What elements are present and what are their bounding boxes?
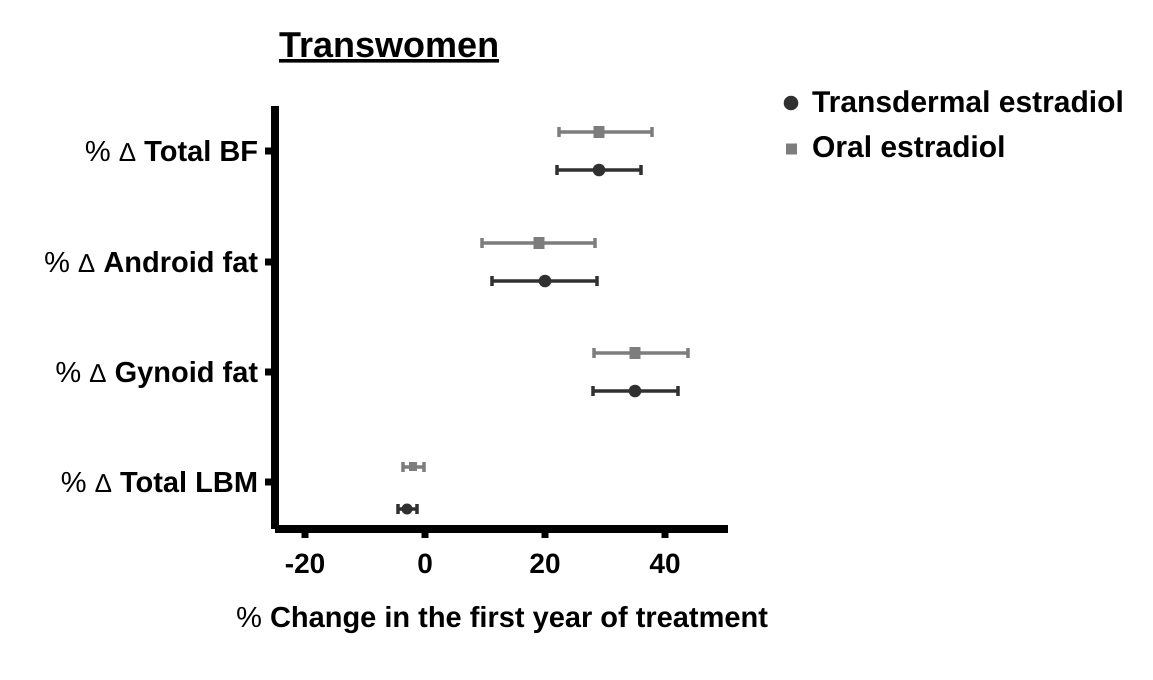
svg-text:% Δ Total BF: % Δ Total BF: [85, 136, 258, 168]
svg-text:Transwomen: Transwomen: [279, 24, 499, 65]
svg-text:% Change in the first year of: % Change in the first year of treatment: [236, 602, 768, 634]
svg-text:Oral estradiol: Oral estradiol: [812, 131, 1005, 164]
svg-text:Transdermal estradiol: Transdermal estradiol: [812, 86, 1124, 119]
svg-text:0: 0: [417, 548, 433, 579]
svg-text:-20: -20: [285, 548, 325, 579]
svg-text:% Δ Android fat: % Δ Android fat: [44, 247, 258, 279]
svg-text:40: 40: [649, 548, 680, 579]
svg-text:20: 20: [529, 548, 560, 579]
svg-text:% Δ Total LBM: % Δ Total LBM: [61, 467, 258, 499]
svg-text:% Δ Gynoid fat: % Δ Gynoid fat: [55, 357, 258, 389]
